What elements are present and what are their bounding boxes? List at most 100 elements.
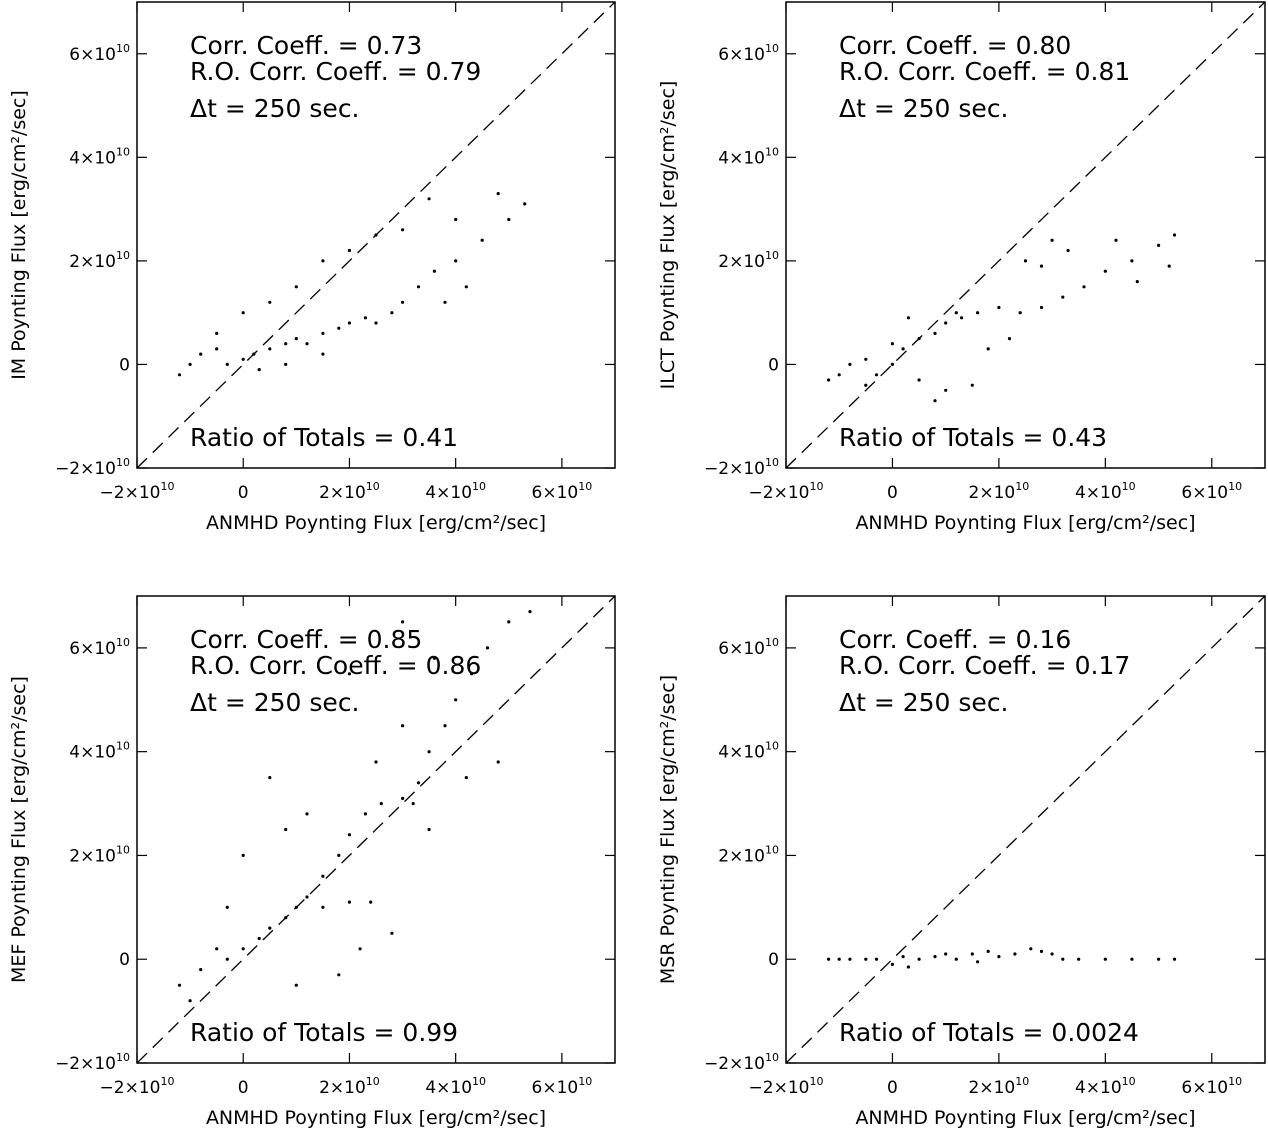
data-point	[294, 905, 298, 909]
x-tick-label: 6×1010	[1181, 1075, 1242, 1098]
data-point	[225, 905, 229, 909]
data-point	[294, 285, 298, 289]
y-tick-label: 6×1010	[718, 42, 779, 65]
data-point	[454, 698, 458, 702]
data-point	[1061, 957, 1065, 961]
data-point	[347, 900, 351, 904]
y-tick-label: 6×1010	[69, 42, 130, 65]
data-point	[215, 347, 219, 351]
x-tick-label: 0	[887, 483, 898, 503]
data-point	[874, 957, 879, 961]
data-point	[284, 362, 288, 366]
data-point	[997, 305, 1001, 310]
data-point	[390, 931, 394, 935]
data-point	[252, 352, 256, 356]
data-point	[464, 776, 468, 780]
data-point	[1130, 957, 1134, 961]
data-point	[337, 326, 341, 330]
reference-line	[785, 595, 1266, 1064]
x-tick-label: 4×1010	[425, 480, 486, 503]
y-tick-label: 0	[768, 355, 779, 375]
data-point	[401, 620, 405, 624]
data-point	[507, 620, 511, 624]
data-point	[241, 311, 245, 315]
data-point	[177, 373, 182, 377]
data-point	[970, 952, 974, 956]
data-point	[188, 999, 192, 1003]
data-point	[432, 656, 436, 660]
data-point	[1050, 238, 1054, 242]
corr-coeff-label: Corr. Coeff. = 0.16	[839, 625, 1071, 654]
data-point	[454, 259, 458, 263]
data-point	[284, 916, 288, 920]
data-point	[374, 760, 378, 764]
y-tick-label: 0	[119, 355, 130, 375]
corr-coeff-label: Corr. Coeff. = 0.73	[190, 31, 422, 60]
ro-corr-coeff-label: R.O. Corr. Coeff. = 0.86	[190, 651, 481, 680]
y-tick-label: −2×1010	[704, 456, 779, 479]
data-point	[305, 342, 309, 346]
y-tick-label: 4×1010	[718, 740, 779, 763]
data-point	[268, 300, 272, 304]
data-point	[848, 957, 852, 961]
data-point	[257, 368, 261, 372]
data-point	[257, 936, 261, 941]
data-point	[485, 646, 490, 650]
panel-mef: −2×1010 0 2×1010 4×1010 6×1010 −2×1010 0 2×1010…	[8, 595, 616, 1129]
plot-frame	[785, 595, 1266, 1064]
data-point	[199, 352, 203, 356]
ratio-of-totals-label: Ratio of Totals = 0.43	[839, 423, 1107, 452]
y-tick-label: −2×1010	[55, 1051, 130, 1074]
data-point	[901, 347, 905, 351]
data-point	[347, 248, 351, 253]
data-point	[827, 957, 831, 961]
data-point	[837, 373, 841, 377]
data-point	[390, 311, 394, 315]
y-tick-label: 0	[768, 950, 779, 970]
data-point	[1103, 957, 1107, 961]
data-point	[976, 311, 980, 315]
data-point	[933, 331, 937, 335]
data-point	[1039, 264, 1044, 268]
ratio-of-totals-label: Ratio of Totals = 0.99	[190, 1018, 458, 1047]
x-tick-label: 6×1010	[532, 1075, 593, 1098]
data-point	[1157, 243, 1161, 247]
x-tick-label: −2×1010	[100, 480, 175, 503]
data-point	[1039, 949, 1044, 954]
data-point	[363, 812, 367, 816]
data-point	[848, 362, 852, 366]
plot-frame	[785, 1, 1266, 469]
data-point	[443, 300, 447, 304]
data-point	[1077, 957, 1081, 961]
corr-coeff-label: Corr. Coeff. = 0.85	[190, 625, 422, 654]
x-axis-title: ANMHD Poynting Flux [erg/cm²/sec]	[855, 1107, 1195, 1129]
data-point	[874, 373, 879, 377]
data-point	[321, 259, 325, 263]
data-point	[1061, 295, 1065, 299]
data-point	[1029, 947, 1033, 951]
data-point	[443, 724, 447, 728]
data-point	[496, 760, 500, 764]
data-point	[480, 238, 484, 242]
data-point	[401, 796, 405, 801]
data-point	[954, 957, 958, 961]
ratio-of-totals-label: Ratio of Totals = 0.41	[190, 423, 458, 452]
data-point	[933, 955, 937, 959]
x-tick-label: 2×1010	[319, 1075, 380, 1098]
data-point	[917, 957, 921, 961]
data-point	[496, 192, 500, 196]
data-point	[906, 965, 911, 969]
x-axis-title: ANMHD Poynting Flux [erg/cm²/sec]	[206, 512, 546, 534]
data-point	[960, 316, 964, 320]
data-point	[427, 827, 431, 832]
x-axis-title: ANMHD Poynting Flux [erg/cm²/sec]	[855, 512, 1195, 534]
data-point	[997, 955, 1001, 959]
x-tick-label: −2×1010	[749, 480, 824, 503]
data-point	[416, 781, 421, 785]
data-point	[177, 983, 182, 987]
data-point	[976, 960, 980, 964]
data-point	[523, 202, 527, 206]
data-point	[225, 362, 229, 366]
data-point	[1114, 238, 1118, 242]
delta-t-label: Δt = 250 sec.	[839, 688, 1009, 717]
